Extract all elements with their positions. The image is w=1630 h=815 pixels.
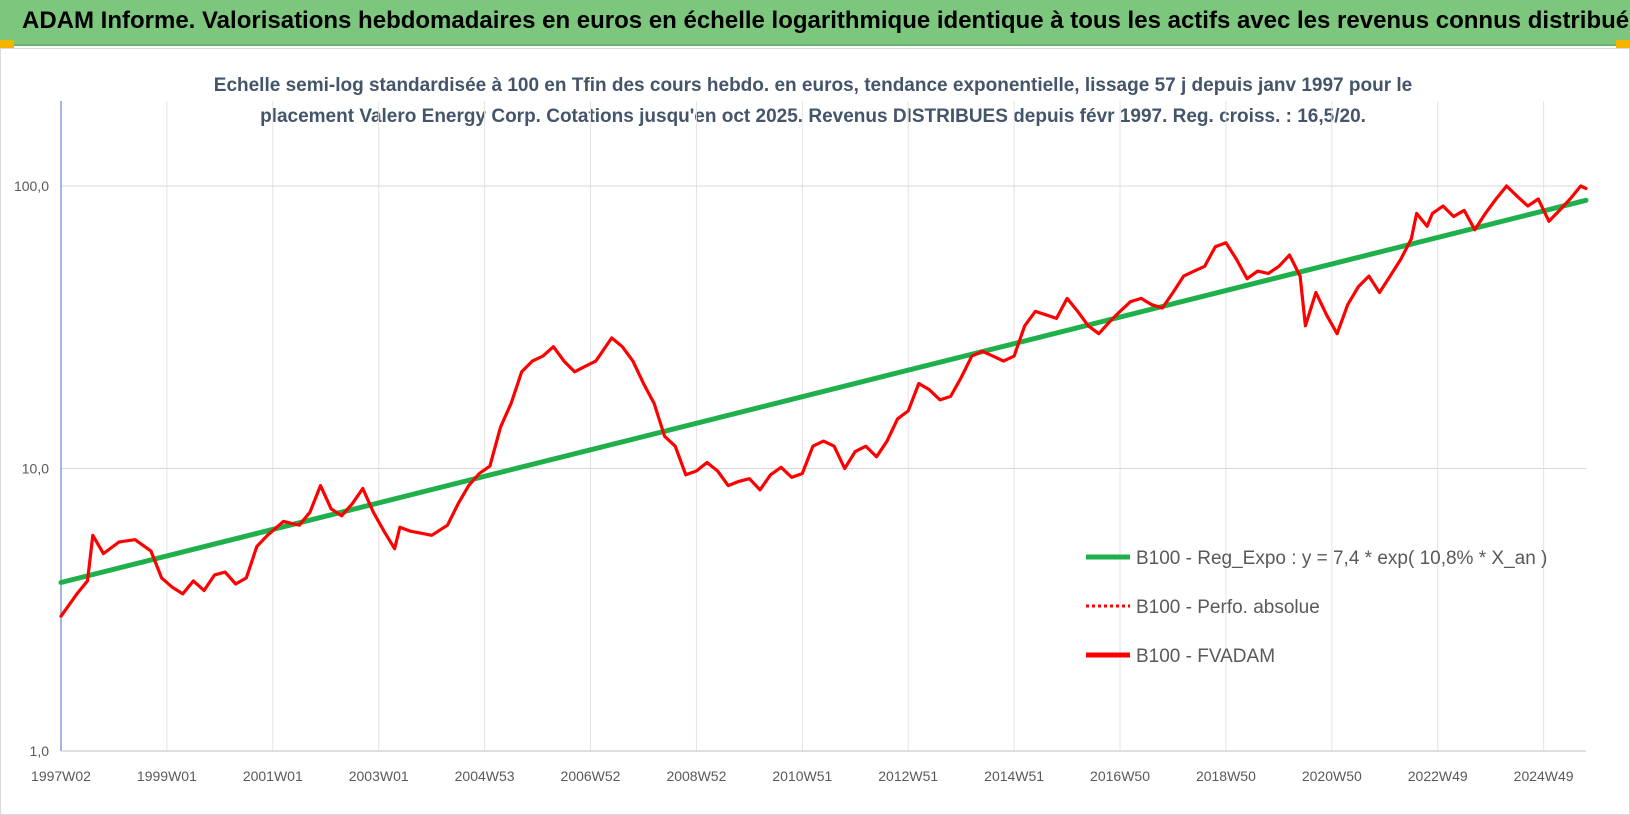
x-tick-label: 2012W51 <box>878 768 938 784</box>
x-tick-label: 2010W51 <box>772 768 832 784</box>
y-tick-label: 1,0 <box>30 743 50 759</box>
chart-subtitle-line: Echelle semi-log standardisée à 100 en T… <box>214 75 1412 96</box>
x-tick-label: 2004W53 <box>455 768 515 784</box>
y-tick-label: 10,0 <box>22 461 49 477</box>
x-tick-label: 2006W52 <box>561 768 621 784</box>
x-tick-label: 1999W01 <box>137 768 197 784</box>
legend-label: B100 - Reg_Expo : y = 7,4 * exp( 10,8% *… <box>1136 548 1547 569</box>
x-tick-label: 2024W49 <box>1514 768 1574 784</box>
report-title: ADAM Informe. Valorisations hebdomadaire… <box>22 7 1630 34</box>
x-tick-label: 2014W51 <box>984 768 1044 784</box>
corner-marker-right <box>1616 40 1630 50</box>
x-tick-label: 2022W49 <box>1408 768 1468 784</box>
chart-frame: Echelle semi-log standardisée à 100 en T… <box>0 48 1630 815</box>
series-line <box>59 184 1588 618</box>
trend-line <box>58 197 1589 585</box>
corner-marker-left <box>0 40 14 50</box>
x-tick-label: 2016W50 <box>1090 768 1150 784</box>
chart-subtitle-line: placement Valero Energy Corp. Cotations … <box>260 106 1366 127</box>
y-tick-label: 100,0 <box>14 178 49 194</box>
x-tick-label: 2018W50 <box>1196 768 1256 784</box>
report-banner: ADAM Informe. Valorisations hebdomadaire… <box>0 0 1630 46</box>
x-tick-label: 2020W50 <box>1302 768 1362 784</box>
x-tick-label: 2003W01 <box>349 768 409 784</box>
chart: Echelle semi-log standardisée à 100 en T… <box>14 75 1589 784</box>
legend-label: B100 - Perfo. absolue <box>1136 597 1320 618</box>
x-tick-label: 1997W02 <box>31 768 91 784</box>
x-tick-label: 2001W01 <box>243 768 303 784</box>
x-tick-label: 2008W52 <box>666 768 726 784</box>
legend-label: B100 - FVADAM <box>1136 646 1275 667</box>
